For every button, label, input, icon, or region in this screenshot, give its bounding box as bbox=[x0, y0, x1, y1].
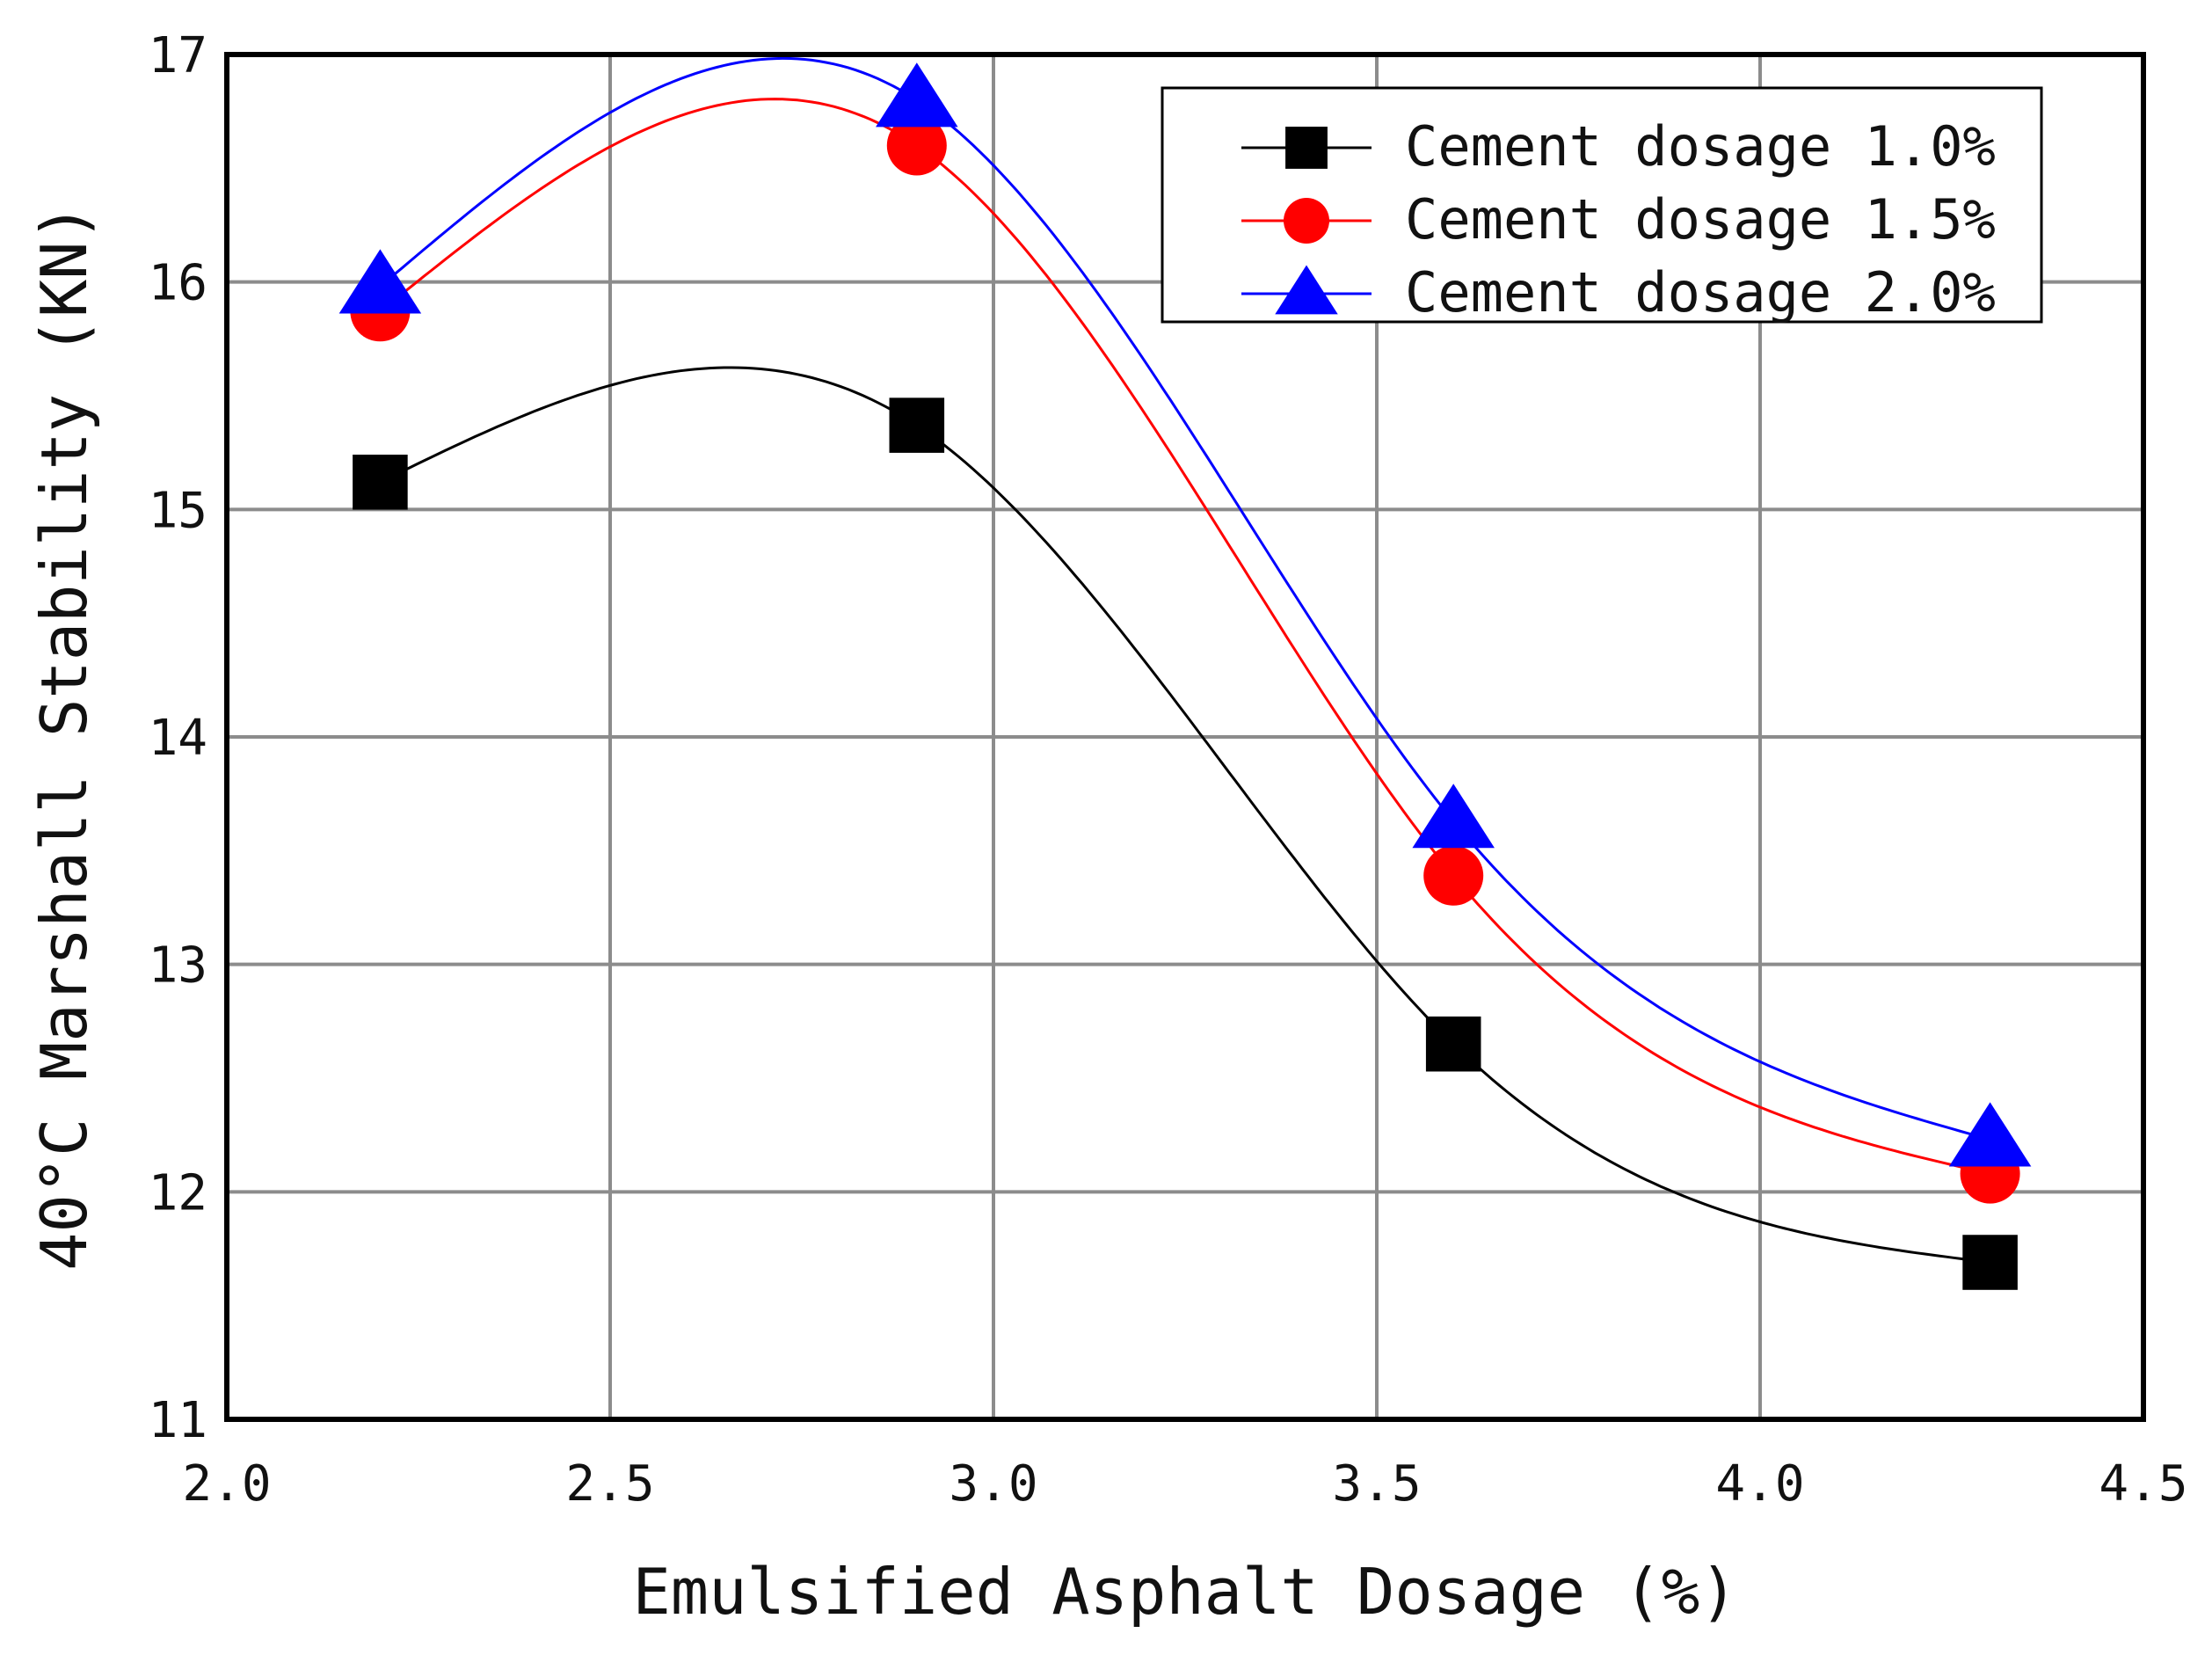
x-tick-label: 3.0 bbox=[949, 1455, 1037, 1513]
y-tick-label: 14 bbox=[149, 710, 207, 767]
legend: Cement dosage 1.0% Cement dosage 1.5% Ceme… bbox=[1161, 86, 2043, 324]
data-point-s2-2 bbox=[886, 115, 947, 176]
y-tick-label: 17 bbox=[149, 27, 207, 84]
x-tick-label: 3.5 bbox=[1332, 1455, 1421, 1513]
y-axis-label: 40°C Marshall Stability (KN) bbox=[27, 203, 101, 1271]
y-tick-label: 16 bbox=[149, 255, 207, 312]
data-point-s1-1 bbox=[353, 455, 408, 510]
series-line-2 bbox=[379, 98, 1990, 1176]
series-curves bbox=[379, 56, 1991, 1264]
data-point-s2-3 bbox=[1423, 845, 1484, 906]
data-point-s3-3 bbox=[1412, 784, 1495, 849]
legend-label-1: Cement dosage 1.0% bbox=[1405, 114, 1996, 179]
x-tick-label: 2.5 bbox=[565, 1455, 654, 1513]
x-tick-label: 4.0 bbox=[1715, 1455, 1804, 1513]
x-tick-label: 2.0 bbox=[182, 1455, 271, 1513]
data-point-s1-3 bbox=[1425, 1016, 1481, 1072]
data-point-s3-2 bbox=[876, 62, 958, 128]
data-point-s3-4 bbox=[1948, 1102, 2032, 1167]
data-point-s1-4 bbox=[1962, 1235, 2018, 1290]
data-point-s3-1 bbox=[338, 249, 422, 314]
y-tick-label: 11 bbox=[149, 1392, 207, 1449]
y-tick-label: 13 bbox=[149, 937, 207, 995]
series-line-1 bbox=[379, 366, 1990, 1264]
series-line-3 bbox=[379, 56, 1991, 1141]
data-markers bbox=[338, 62, 2032, 1290]
x-axis-label: Emulsified Asphalt Dosage (%) bbox=[632, 1555, 1737, 1629]
y-axis-ticks: 11 12 13 14 15 16 17 bbox=[149, 27, 207, 1449]
y-tick-label: 12 bbox=[149, 1164, 207, 1221]
data-point-s1-2 bbox=[889, 397, 945, 453]
legend-label-3: Cement dosage 2.0% bbox=[1405, 260, 1996, 324]
x-axis-ticks: 2.0 2.5 3.0 3.5 4.0 4.5 bbox=[182, 1455, 2187, 1513]
legend-marker-3 bbox=[1275, 265, 1338, 315]
legend-marker-1 bbox=[1285, 127, 1328, 169]
y-tick-label: 15 bbox=[149, 482, 207, 539]
legend-marker-2 bbox=[1284, 198, 1329, 244]
x-tick-label: 4.5 bbox=[2099, 1455, 2187, 1513]
legend-label-2: Cement dosage 1.5% bbox=[1405, 187, 1996, 252]
plot-frame bbox=[224, 52, 2146, 1422]
